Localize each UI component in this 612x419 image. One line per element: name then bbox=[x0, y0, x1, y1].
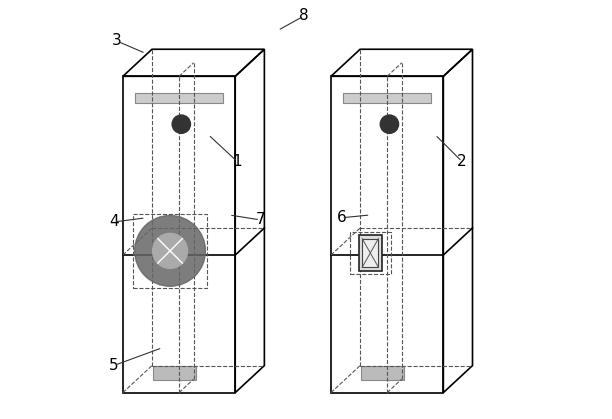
Text: 7: 7 bbox=[255, 212, 265, 228]
Circle shape bbox=[135, 215, 206, 286]
Bar bbox=[361, 366, 404, 380]
Bar bbox=[153, 366, 196, 380]
Text: 6: 6 bbox=[337, 210, 346, 225]
Circle shape bbox=[172, 115, 190, 133]
Bar bbox=[343, 93, 431, 103]
Bar bbox=[349, 233, 391, 274]
Circle shape bbox=[380, 115, 398, 133]
Text: 3: 3 bbox=[112, 34, 122, 49]
Text: 5: 5 bbox=[109, 358, 119, 373]
Bar bbox=[362, 238, 378, 267]
Bar bbox=[359, 235, 382, 271]
Text: 4: 4 bbox=[109, 215, 119, 230]
Text: 1: 1 bbox=[233, 154, 242, 169]
Circle shape bbox=[152, 233, 187, 268]
Text: 8: 8 bbox=[299, 8, 308, 23]
Bar bbox=[133, 214, 207, 288]
Text: 2: 2 bbox=[457, 154, 467, 169]
Bar bbox=[135, 93, 223, 103]
